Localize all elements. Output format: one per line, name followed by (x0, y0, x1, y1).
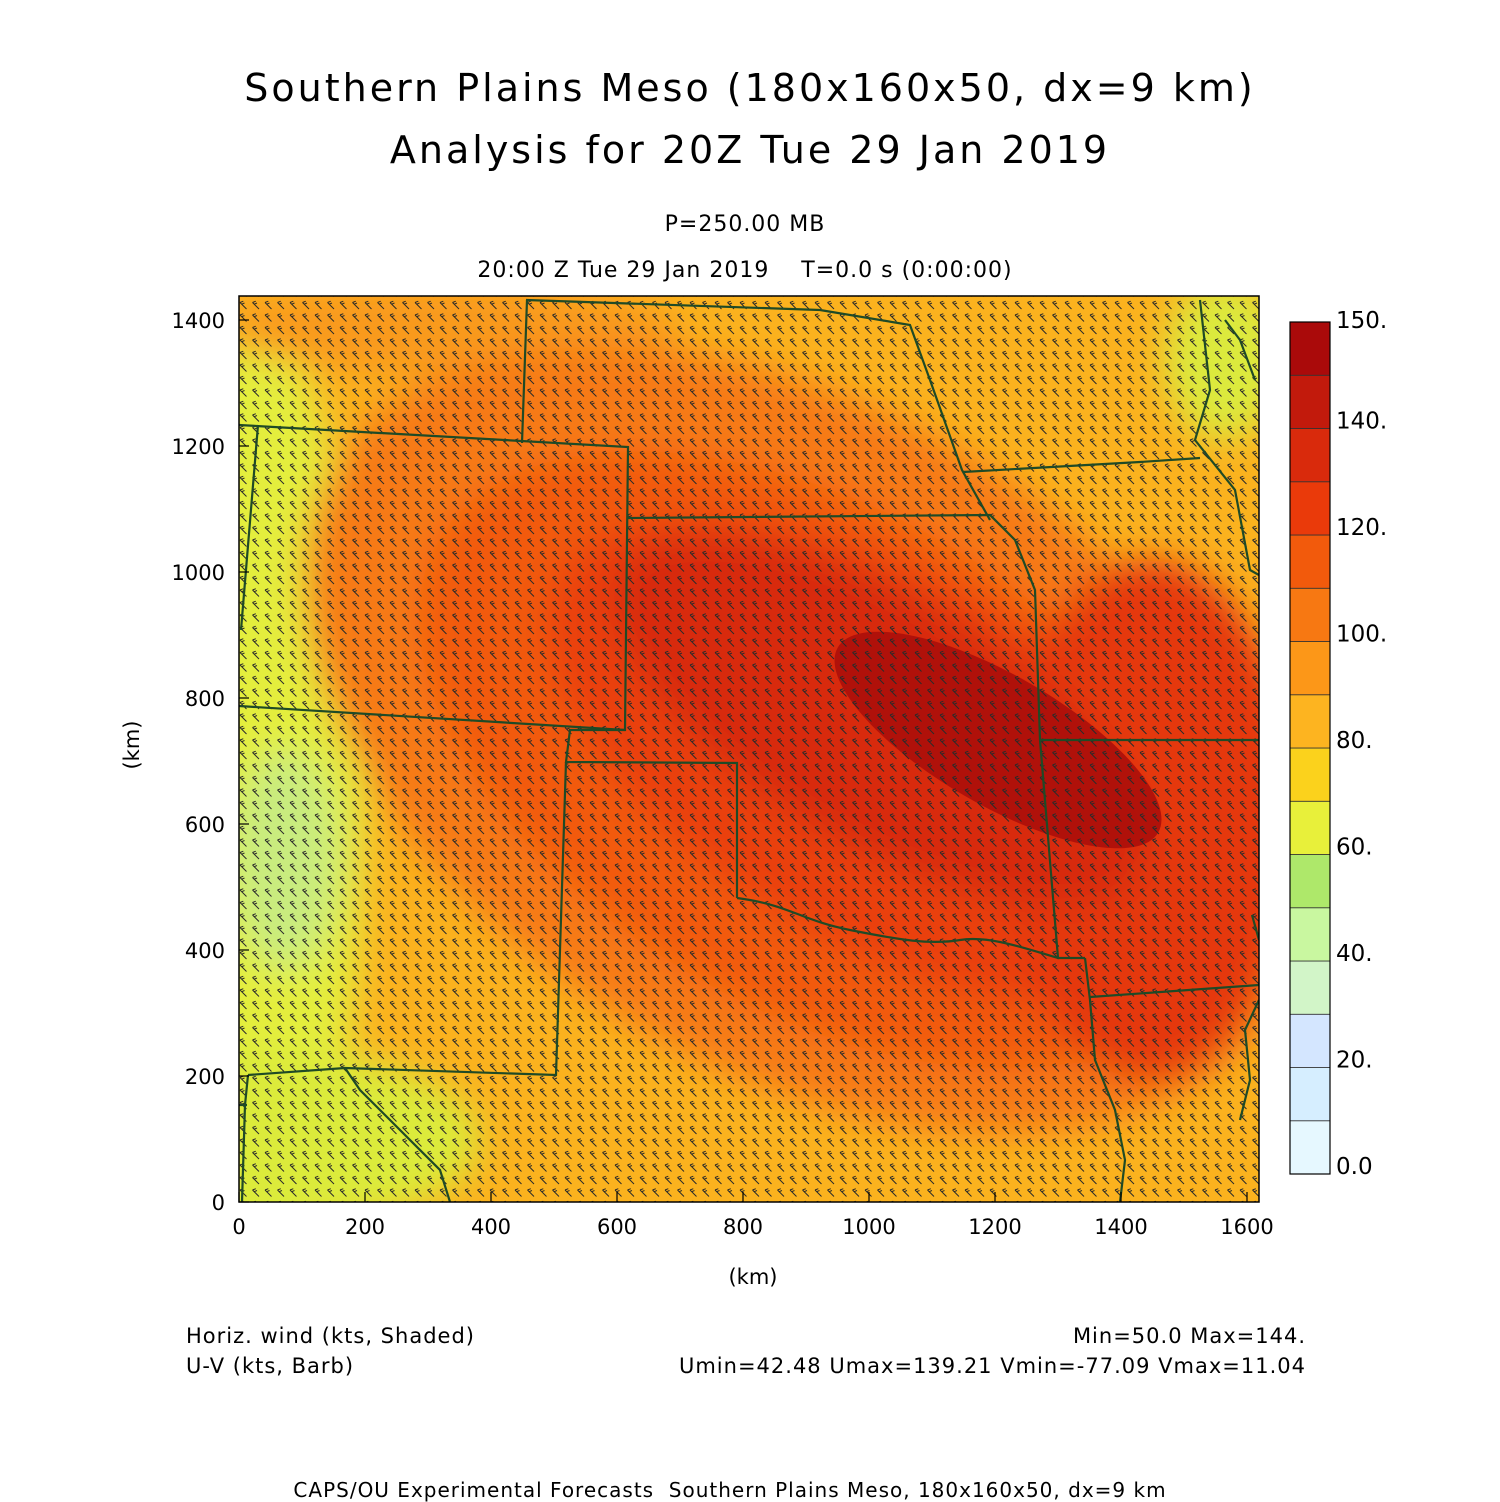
colorbar-swatch (1289, 694, 1331, 749)
y-tick-label: 200 (185, 1065, 225, 1089)
colorbar-swatch (1289, 800, 1331, 855)
colorbar-label: 60. (1336, 835, 1373, 861)
colorbar-swatch (1289, 481, 1331, 536)
x-tick-label: 0 (232, 1215, 245, 1239)
footer-credit: CAPS/OU Experimental Forecasts Southern … (293, 1478, 1167, 1502)
map-title-line2: Analysis for 20Z Tue 29 Jan 2019 (389, 128, 1111, 172)
colorbar-swatch (1289, 587, 1331, 642)
x-tick-label: 1000 (842, 1215, 895, 1239)
wind-speed-shading (239, 296, 1259, 1202)
x-axis-label: (km) (728, 1265, 777, 1289)
colorbar-label: 80. (1336, 728, 1373, 754)
y-axis-label: (km) (120, 720, 144, 769)
y-tick-label: 1000 (172, 561, 225, 585)
colorbar-swatch (1289, 428, 1331, 483)
colorbar-swatch (1289, 854, 1331, 909)
state-boundaries (239, 298, 1259, 1202)
colorbar-swatch (1289, 960, 1331, 1015)
colorbar-swatch (1289, 1013, 1331, 1068)
min-max-stats: Min=50.0 Max=144. (1072, 1324, 1306, 1348)
colorbar-label: 0.0 (1336, 1154, 1373, 1180)
map-title-line1: Southern Plains Meso (180x160x50, dx=9 k… (244, 66, 1256, 110)
x-tick-label: 1200 (968, 1215, 1021, 1239)
colorbar-label: 150. (1336, 308, 1387, 334)
y-tick-label: 0 (212, 1191, 225, 1215)
y-tick-label: 1200 (172, 435, 225, 459)
x-tick-label: 1400 (1094, 1215, 1147, 1239)
plot-frame (238, 295, 1260, 1203)
colorbar-label: 140. (1336, 409, 1387, 435)
x-axis: 0 200 400 600 800 1000 1200 1400 1600 (232, 1192, 1274, 1239)
colorbar-swatch (1289, 747, 1331, 802)
barb-description: U-V (kts, Barb) (186, 1354, 355, 1378)
x-tick-label: 200 (345, 1215, 385, 1239)
colorbar-label: 120. (1336, 515, 1387, 541)
colorbar-frame (1289, 321, 1331, 1175)
colorbar-swatch (1289, 321, 1331, 376)
colorbar-swatch (1289, 1120, 1331, 1175)
x-tick-label: 800 (723, 1215, 763, 1239)
colorbar-swatch (1289, 1067, 1331, 1122)
y-tick-label: 800 (185, 687, 225, 711)
pressure-level: P=250.00 MB (664, 212, 826, 237)
colorbar-label: 100. (1336, 622, 1387, 648)
colorbar-swatch (1289, 534, 1331, 589)
field-description: Horiz. wind (kts, Shaded) (186, 1324, 475, 1348)
y-tick-label: 600 (185, 813, 225, 837)
y-axis: 0 200 400 600 800 1000 1200 1400 (172, 309, 249, 1215)
colorbar-label: 40. (1336, 941, 1373, 967)
colorbar: 0.0 20. 40. 60. 80. 100. 120. 140. 150. (1289, 308, 1387, 1180)
uv-stats: Umin=42.48 Umax=139.21 Vmin=-77.09 Vmax=… (678, 1354, 1306, 1378)
x-tick-label: 400 (471, 1215, 511, 1239)
valid-time: 20:00 Z Tue 29 Jan 2019 T=0.0 s (0:00:00… (477, 258, 1013, 283)
y-tick-label: 1400 (172, 309, 225, 333)
x-tick-label: 600 (597, 1215, 637, 1239)
colorbar-label: 20. (1336, 1048, 1373, 1074)
y-tick-label: 400 (185, 939, 225, 963)
colorbar-swatch (1289, 374, 1331, 429)
colorbar-swatch (1289, 907, 1331, 962)
colorbar-swatch (1289, 641, 1331, 696)
x-tick-label: 1600 (1220, 1215, 1273, 1239)
